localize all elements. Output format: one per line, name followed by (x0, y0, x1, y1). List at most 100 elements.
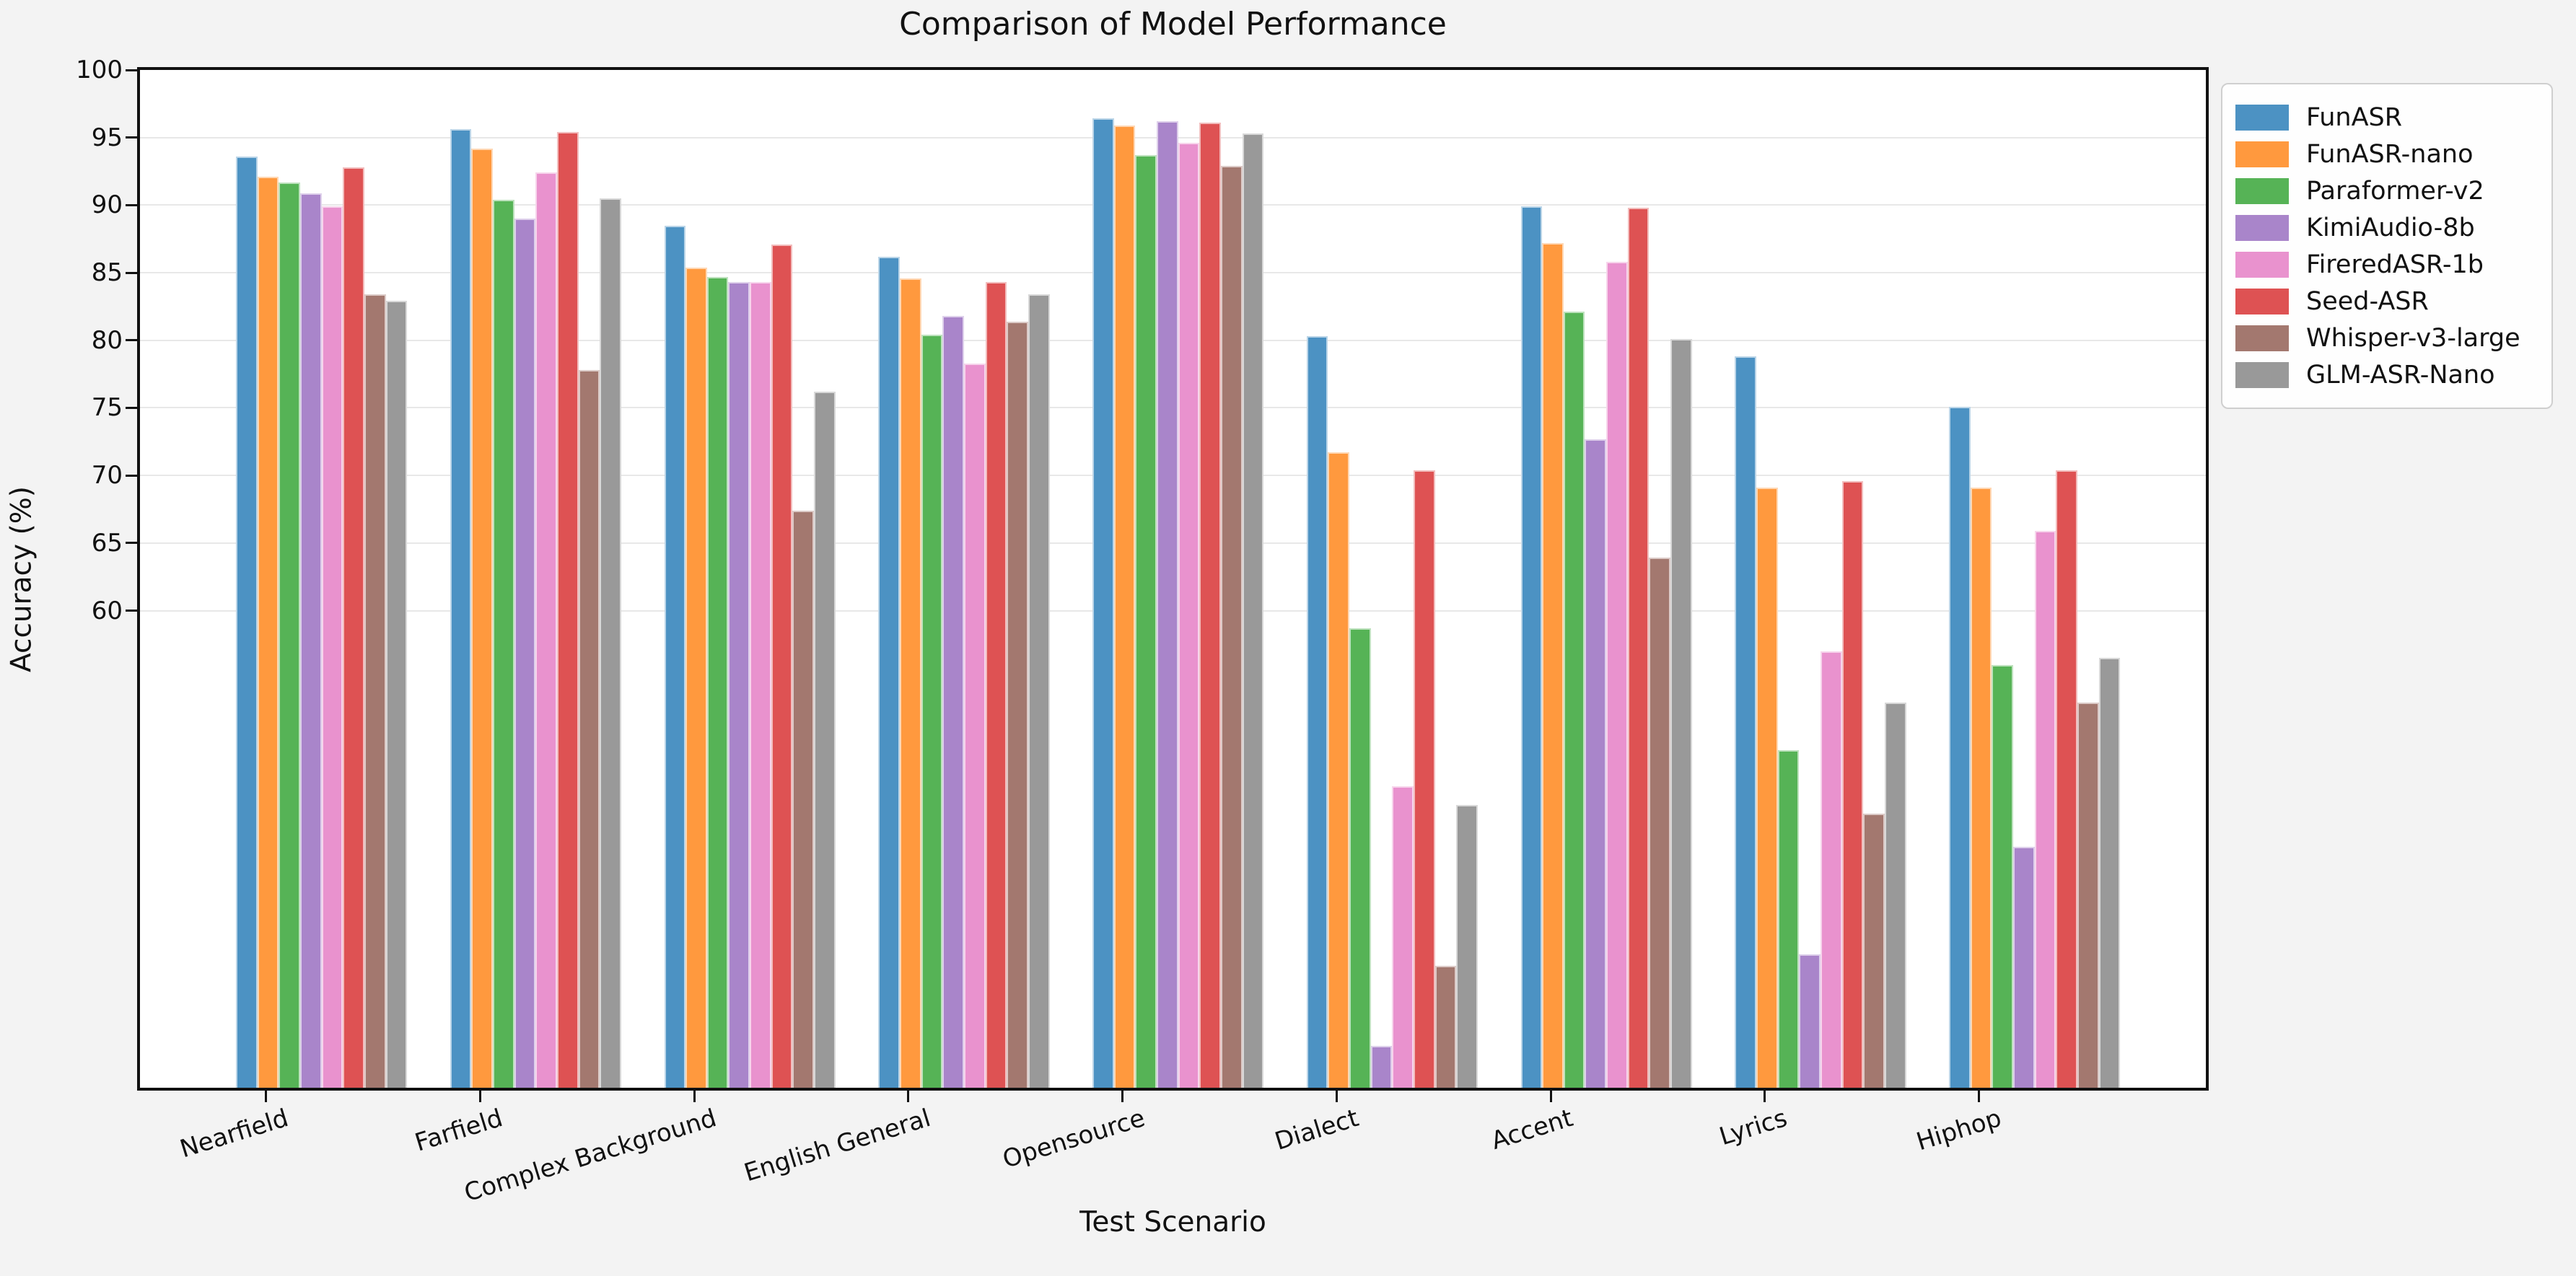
x-tick-label-english-general: English General (740, 1104, 934, 1188)
legend-swatch-fireredasr-1b (2235, 251, 2289, 278)
x-tick-label-opensource: Opensource (999, 1104, 1149, 1174)
bar-kimiaudio-8b-farfield (514, 219, 536, 1088)
legend-item-seed-asr: Seed-ASR (2235, 283, 2541, 320)
y-tick-label-80: 80 (91, 325, 123, 355)
bar-kimiaudio-8b-complex-background (728, 282, 750, 1088)
x-tick-mark-opensource (1121, 1091, 1123, 1102)
legend-label-glm-asr-nano: GLM-ASR-Nano (2306, 360, 2495, 390)
bar-whisper-v3-large-hiphop (2077, 702, 2099, 1088)
bar-funasr-dialect (1306, 336, 1328, 1088)
bar-kimiaudio-8b-accent (1585, 439, 1607, 1088)
bar-seed-asr-accent (1627, 208, 1650, 1088)
bar-funasr-complex-background (664, 225, 686, 1088)
bar-kimiaudio-8b-hiphop (2012, 847, 2035, 1088)
bar-whisper-v3-large-farfield (578, 370, 600, 1088)
bar-seed-asr-english-general (985, 282, 1007, 1088)
y-tick-mark-80 (126, 339, 137, 342)
bar-glm-asr-nano-nearfield (385, 301, 408, 1088)
bar-paraformer-v2-farfield (493, 199, 514, 1088)
x-tick-mark-dialect (1335, 1091, 1338, 1102)
y-tick-mark-60 (126, 610, 137, 612)
bar-whisper-v3-large-dialect (1434, 966, 1457, 1088)
y-tick-label-75: 75 (91, 393, 123, 423)
bar-glm-asr-nano-lyrics (1884, 702, 1906, 1088)
bar-seed-asr-complex-background (771, 244, 793, 1088)
bar-funasr-nano-hiphop (1970, 488, 1992, 1088)
bar-kimiaudio-8b-english-general (942, 316, 964, 1088)
bar-funasr-nano-dialect (1328, 452, 1350, 1088)
legend-swatch-paraformer-v2 (2235, 177, 2289, 204)
bar-paraformer-v2-hiphop (1992, 664, 2013, 1088)
bar-seed-asr-dialect (1414, 470, 1435, 1088)
bar-kimiaudio-8b-opensource (1156, 121, 1178, 1088)
bar-paraformer-v2-english-general (921, 335, 943, 1088)
x-axis-title: Test Scenario (1079, 1206, 1266, 1238)
bar-funasr-nano-nearfield (257, 177, 279, 1088)
y-tick-mark-85 (126, 271, 137, 274)
bar-funasr-nano-opensource (1113, 125, 1136, 1088)
bar-funasr-nano-complex-background (685, 267, 707, 1088)
legend-label-fireredasr-1b: FireredASR-1b (2306, 250, 2484, 279)
bar-fireredasr-1b-hiphop (2034, 530, 2056, 1088)
x-tick-mark-accent (1549, 1091, 1552, 1102)
bar-funasr-hiphop (1949, 406, 1971, 1088)
bar-glm-asr-nano-complex-background (814, 391, 836, 1088)
legend-item-glm-asr-nano: GLM-ASR-Nano (2235, 356, 2541, 393)
legend-label-funasr: FunASR (2306, 102, 2403, 132)
legend-swatch-funasr (2235, 104, 2289, 131)
legend-item-funasr-nano: FunASR-nano (2235, 136, 2541, 172)
bar-funasr-opensource (1092, 118, 1114, 1088)
bar-fireredasr-1b-complex-background (750, 282, 771, 1088)
bar-whisper-v3-large-complex-background (792, 510, 815, 1088)
bar-kimiaudio-8b-dialect (1370, 1045, 1393, 1088)
bar-paraformer-v2-opensource (1135, 155, 1157, 1088)
bar-funasr-lyrics (1735, 356, 1756, 1088)
y-tick-label-60: 60 (91, 596, 123, 625)
bar-funasr-nearfield (236, 156, 258, 1088)
bar-funasr-nano-english-general (899, 278, 921, 1088)
x-tick-mark-hiphop (1978, 1091, 1980, 1102)
bar-seed-asr-opensource (1199, 123, 1221, 1088)
bar-kimiaudio-8b-lyrics (1799, 954, 1821, 1088)
bar-funasr-accent (1520, 206, 1543, 1088)
y-tick-label-65: 65 (91, 528, 123, 558)
bar-paraformer-v2-complex-background (706, 276, 729, 1088)
bar-glm-asr-nano-dialect (1456, 805, 1478, 1088)
legend: FunASR FunASR-nano Paraformer-v2 KimiAudio-… (2221, 83, 2553, 409)
y-tick-label-95: 95 (91, 123, 123, 152)
legend-swatch-glm-asr-nano (2235, 361, 2289, 388)
bar-glm-asr-nano-accent (1670, 338, 1692, 1088)
bar-fireredasr-1b-opensource (1178, 143, 1200, 1088)
bar-paraformer-v2-nearfield (279, 182, 300, 1088)
y-axis-title-text: Accuracy (%) (5, 485, 38, 672)
bar-seed-asr-farfield (557, 132, 579, 1088)
x-tick-label-dialect: Dialect (1271, 1104, 1362, 1157)
bar-paraformer-v2-lyrics (1777, 749, 1800, 1088)
legend-label-kimiaudio-8b: KimiAudio-8b (2306, 213, 2475, 242)
x-tick-label-lyrics: Lyrics (1716, 1104, 1791, 1152)
bar-whisper-v3-large-opensource (1220, 166, 1243, 1088)
chart-title: Comparison of Model Performance (899, 6, 1447, 43)
bar-glm-asr-nano-opensource (1242, 133, 1264, 1088)
legend-label-whisper-v3-large: Whisper-v3-large (2306, 323, 2520, 353)
bar-funasr-farfield (450, 129, 472, 1088)
bar-fireredasr-1b-farfield (535, 172, 558, 1088)
legend-item-funasr: FunASR (2235, 99, 2541, 136)
bar-whisper-v3-large-accent (1649, 558, 1671, 1088)
plot-area (126, 67, 2209, 1102)
bar-fireredasr-1b-lyrics (1820, 651, 1842, 1088)
y-tick-mark-100 (126, 69, 137, 71)
x-tick-mark-lyrics (1764, 1091, 1766, 1102)
y-tick-mark-70 (126, 474, 137, 477)
legend-label-paraformer-v2: Paraformer-v2 (2306, 176, 2484, 206)
bar-whisper-v3-large-lyrics (1863, 813, 1885, 1088)
legend-swatch-kimiaudio-8b (2235, 214, 2289, 241)
bar-fireredasr-1b-accent (1606, 262, 1628, 1088)
bar-fireredasr-1b-dialect (1392, 786, 1414, 1088)
x-tick-mark-farfield (478, 1091, 481, 1102)
y-tick-label-70: 70 (91, 461, 123, 490)
bar-whisper-v3-large-english-general (1007, 321, 1028, 1088)
y-tick-mark-95 (126, 136, 137, 139)
x-tick-mark-nearfield (265, 1091, 267, 1102)
bar-fireredasr-1b-nearfield (321, 206, 343, 1088)
